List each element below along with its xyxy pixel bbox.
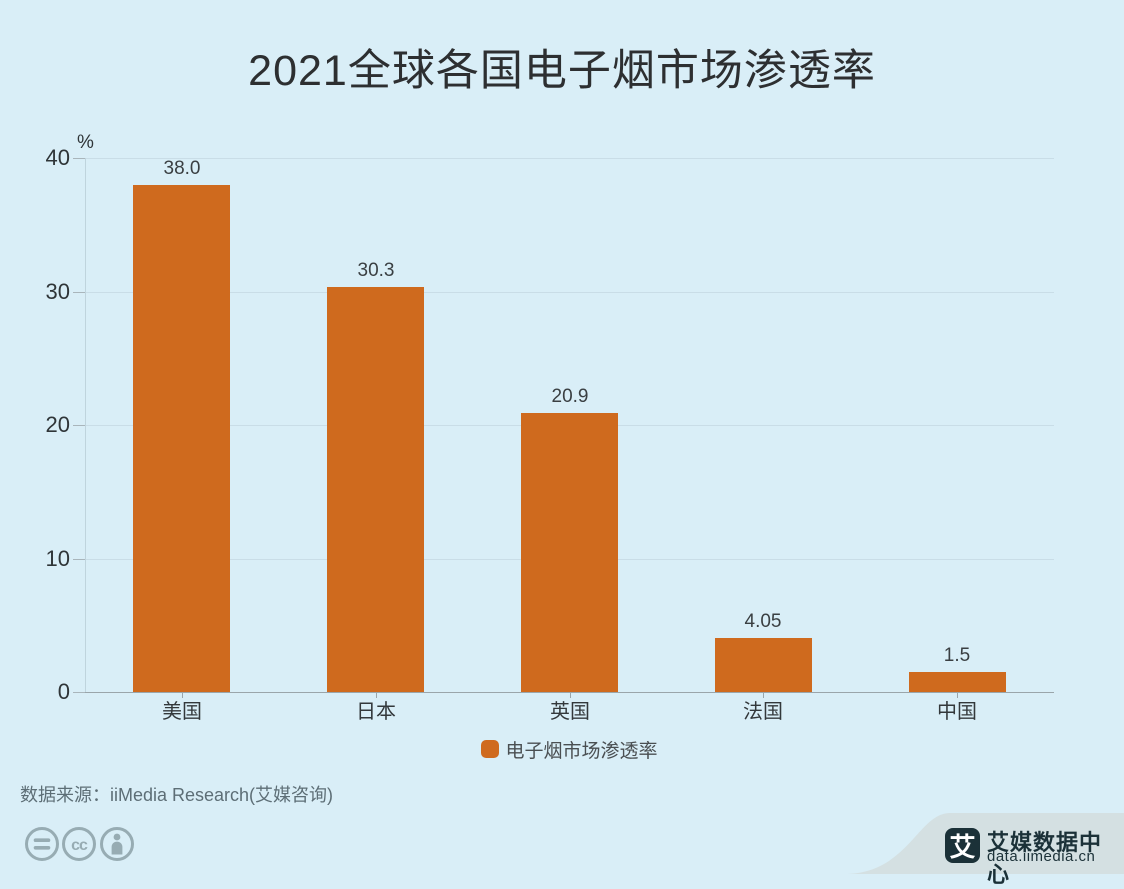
brand-corner-band	[844, 813, 1124, 874]
y-axis-tick-label: 10	[45, 545, 70, 571]
bar-日本[interactable]	[327, 287, 424, 692]
attribution-person-icon	[100, 827, 134, 861]
x-axis-category-label: 英国	[550, 701, 590, 723]
y-axis-tick-label: 30	[45, 278, 70, 304]
x-axis-category-label: 中国	[937, 701, 977, 723]
x-axis-category-label: 美国	[162, 701, 202, 723]
legend[interactable]: 电子烟市场渗透率	[85, 737, 1054, 762]
bar-value-label: 1.5	[943, 645, 971, 666]
equals-circle-icon	[25, 827, 59, 861]
data-source-text: 数据来源：iiMedia Research(艾媒咨询)	[20, 785, 334, 805]
x-axis-category-label: 日本	[356, 701, 396, 723]
legend-label: 电子烟市场渗透率	[505, 740, 658, 762]
y-axis-tick	[73, 692, 85, 693]
y-axis-tick	[73, 158, 85, 159]
gridline	[85, 291, 1054, 293]
legend-swatch	[481, 740, 500, 758]
y-axis-tick	[73, 425, 85, 426]
bar-法国[interactable]	[715, 638, 812, 692]
y-axis-unit-label: %	[77, 132, 94, 153]
x-axis-category-label: 法国	[743, 701, 783, 723]
svg-text:cc: cc	[71, 837, 88, 854]
y-axis-tick-label: 0	[57, 679, 70, 704]
x-axis-tick	[763, 692, 764, 698]
bar-美国[interactable]	[133, 185, 230, 692]
x-axis-tick	[376, 692, 377, 698]
chart-title: 2021全球各国电子烟市场渗透率	[248, 47, 876, 95]
x-axis-tick	[957, 692, 958, 698]
y-axis-tick	[73, 291, 85, 293]
bar-value-label: 4.05	[744, 611, 782, 632]
cc-circle-icon	[62, 827, 96, 861]
bar-value-label: 20.9	[551, 386, 589, 407]
y-axis-tick	[73, 558, 85, 560]
y-axis-tick-label: 20	[45, 412, 70, 437]
bar-value-label: 30.3	[357, 260, 395, 281]
brand-logo-icon: 艾	[945, 828, 980, 863]
bar-英国[interactable]	[521, 413, 618, 692]
brand-url: data.iimedia.cn	[987, 848, 1096, 865]
gridline	[85, 158, 1054, 159]
license-icons: cc	[25, 827, 134, 861]
x-axis-line	[85, 692, 1054, 693]
x-axis-tick	[570, 692, 571, 698]
x-axis-tick	[182, 692, 183, 698]
bar-value-label: 38.0	[163, 158, 201, 179]
bar-中国[interactable]	[909, 672, 1006, 692]
y-axis-line	[85, 158, 86, 692]
y-axis-tick-label: 40	[45, 145, 70, 170]
